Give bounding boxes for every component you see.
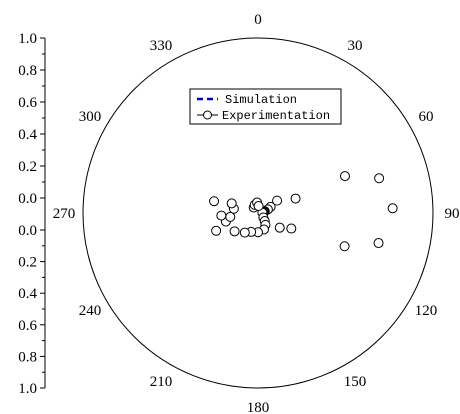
radial-tick-label: 0.4 (18, 286, 37, 302)
angle-tick-label: 210 (150, 374, 173, 390)
angle-tick-label: 120 (415, 303, 438, 319)
experimentation-point (209, 196, 220, 207)
radial-tick-label: 0.6 (18, 318, 37, 334)
radial-tick-label: 0.2 (18, 159, 37, 175)
experimentation-point (373, 238, 384, 249)
angle-tick-label: 90 (445, 206, 460, 222)
polar-boundary-circle (82, 37, 434, 389)
radial-tick-label: 0.8 (18, 63, 37, 79)
radial-tick-label: 0.0 (18, 223, 37, 239)
radial-tick-label: 1.0 (18, 381, 37, 397)
experimentation-point (225, 211, 236, 222)
experimentation-point (374, 173, 385, 184)
angular-tick-labels: 0 30 60 90 120 150 180 210 240 270 300 330 (53, 12, 460, 414)
radial-tick-label: 0.6 (18, 95, 37, 111)
angle-tick-label: 300 (79, 109, 102, 125)
legend: Simulation Experimentation (189, 88, 342, 125)
experimentation-point (211, 225, 222, 236)
experimentation-point (226, 198, 237, 209)
experimentation-point (290, 193, 301, 204)
angle-tick-label: 330 (150, 38, 173, 54)
legend-experimentation-label: Experimentation (222, 109, 330, 123)
angle-tick-label: 180 (247, 400, 270, 414)
experimentation-point (272, 195, 283, 206)
experimentation-point (286, 223, 297, 234)
experimentation-point (239, 227, 250, 238)
data-layer (209, 171, 398, 252)
experimentation-point (339, 171, 350, 182)
angle-tick-label: 0 (254, 12, 262, 28)
experimentation-point (253, 201, 264, 212)
angle-tick-label: 60 (419, 109, 434, 125)
experimentation-point (387, 203, 398, 214)
radial-tick-label: 0.0 (18, 191, 37, 207)
experimentation-point (274, 222, 285, 233)
angle-tick-label: 150 (344, 374, 367, 390)
angle-tick-label: 30 (348, 38, 363, 54)
radial-tick-label: 0.8 (18, 349, 37, 365)
legend-experimentation-marker (203, 110, 212, 120)
legend-box (189, 88, 342, 125)
radial-axis: 1.0 0.8 0.6 0.4 0.2 0.0 0.0 0.2 0.4 0.6 0.8 1.0 (18, 31, 46, 397)
radial-tick-label: 1.0 (18, 31, 37, 47)
experimentation-point (216, 210, 227, 221)
radial-tick-label: 0.4 (18, 127, 37, 143)
legend-simulation-label: Simulation (225, 93, 297, 107)
angle-tick-label: 270 (53, 206, 76, 222)
radial-tick-label: 0.2 (18, 255, 37, 271)
experimentation-point (339, 241, 350, 252)
experimentation-point (229, 226, 240, 237)
angle-tick-label: 240 (79, 303, 102, 319)
